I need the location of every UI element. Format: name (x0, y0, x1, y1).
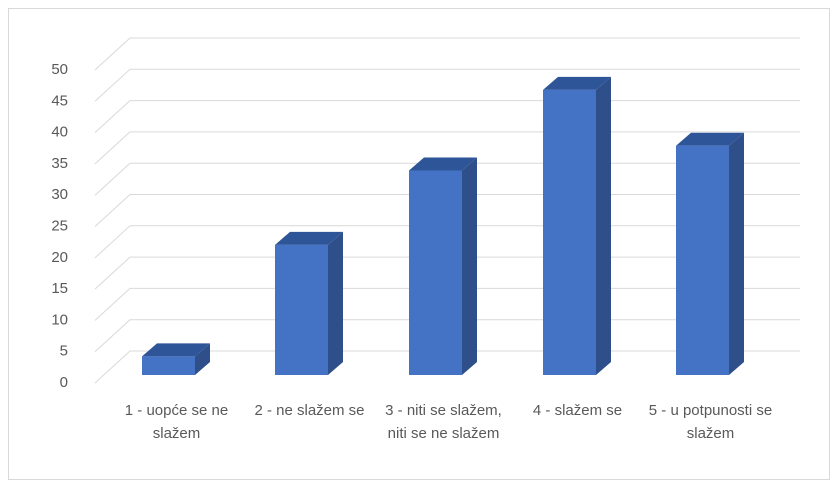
y-tick-label: 40 (51, 124, 68, 141)
y-tick-label: 25 (51, 217, 68, 234)
grid-line (94, 68, 800, 102)
bar (676, 145, 729, 375)
bar-side (462, 157, 477, 375)
bar (142, 356, 195, 375)
x-tick-label: 5 - u potpunosti se slažem (648, 402, 773, 442)
x-tick-label: 1 - uopće se ne slažem (124, 402, 229, 442)
y-tick-label: 20 (51, 249, 68, 266)
bar (409, 170, 462, 375)
bar-top (142, 343, 210, 357)
bar (275, 244, 328, 375)
bar-top (409, 157, 477, 171)
x-tick-label: 4 - slažem se (532, 402, 623, 419)
grid-line (94, 37, 800, 71)
x-tick-label: 3 - niti se slažem, niti se ne slažem (385, 402, 502, 442)
y-tick-label: 45 (51, 92, 68, 109)
y-tick-label: 15 (51, 280, 68, 297)
bar-top (676, 132, 744, 146)
y-tick-label: 10 (51, 311, 68, 328)
y-tick-label: 0 (60, 374, 68, 391)
bar-top (275, 231, 343, 245)
bar-side (596, 76, 611, 375)
bar (543, 89, 596, 375)
y-tick-label: 5 (60, 343, 68, 360)
x-tick-label: 2 - ne slažem se (254, 402, 365, 419)
y-tick-label: 50 (51, 61, 68, 78)
bar-top (543, 76, 611, 90)
y-tick-label: 35 (51, 155, 68, 172)
bar-side (195, 343, 210, 375)
bar-side (328, 231, 343, 375)
bar-side (729, 132, 744, 375)
y-tick-label: 30 (51, 186, 68, 203)
